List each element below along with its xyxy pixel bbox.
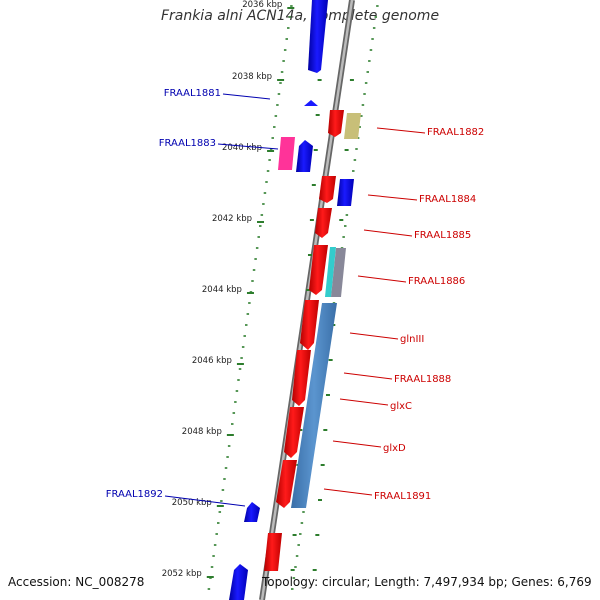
accession-label: Accession: NC_008278: [8, 575, 145, 589]
kbp-tick: 2052 kbp: [162, 569, 214, 579]
gene-label-glnIII[interactable]: glnIII: [400, 334, 424, 345]
topology-label: Topology: circular; Length: 7,497,934 bp…: [262, 575, 592, 589]
gene-label-FRAAL1892[interactable]: FRAAL1892: [106, 489, 163, 500]
kbp-tick: 2046 kbp: [192, 356, 244, 366]
gene-arrow-FRAAL1882b[interactable]: [344, 113, 361, 139]
gene-arrow-FRAAL1886a[interactable]: [309, 245, 328, 295]
kbp-tick-label: 2036 kbp: [242, 0, 282, 10]
gene-arrow-FRAAL1892[interactable]: [244, 502, 260, 522]
gene-arrow-FRAAL1883[interactable]: [296, 140, 313, 172]
kbp-tick: 2044 kbp: [202, 285, 254, 295]
gene-arrow-top-reverse[interactable]: [308, 0, 328, 73]
gene-label-glxD[interactable]: glxD: [383, 443, 406, 454]
gene-arrow-FRAAL1888-steel[interactable]: [291, 303, 337, 508]
kbp-tick-label: 2052 kbp: [162, 569, 202, 579]
gene-label-FRAAL1881[interactable]: FRAAL1881: [164, 88, 221, 99]
gene-arrow-FRAAL1884a[interactable]: [319, 176, 336, 203]
kbp-tick-label: 2048 kbp: [182, 427, 222, 437]
kbp-tick: 2042 kbp: [212, 214, 265, 224]
kbp-tick: 2050 kbp: [172, 498, 224, 508]
kbp-ticks: 2036 kbp 2038 kbp 2040 kbp 2042 kbp 2044 kbp…: [162, 0, 295, 579]
kbp-tick-label: 2040 kbp: [222, 143, 262, 153]
gene-label-FRAAL1891[interactable]: FRAAL1891: [374, 491, 431, 502]
gene-arrow-FRAAL1888[interactable]: [292, 350, 311, 406]
gene-label-FRAAL1882[interactable]: FRAAL1882: [427, 127, 484, 138]
kbp-tick: 2040 kbp: [222, 143, 275, 153]
gene-label-FRAAL1885[interactable]: FRAAL1885: [414, 230, 471, 241]
gene-label-FRAAL1884[interactable]: FRAAL1884: [419, 194, 476, 205]
gene-arrow-glxD[interactable]: [276, 460, 297, 508]
gene-label-FRAAL1883[interactable]: FRAAL1883: [159, 138, 216, 149]
gene-arrow-FRAAL1885[interactable]: [315, 208, 332, 238]
gene-label-FRAAL1888[interactable]: FRAAL1888: [394, 374, 451, 385]
gene-label-glxC[interactable]: glxC: [390, 401, 412, 412]
gene-labels: FRAAL1881 FRAAL1883 FRAAL1892 FRAAL1882 …: [106, 88, 484, 507]
kbp-tick-label: 2044 kbp: [202, 285, 242, 295]
kbp-tick-label: 2046 kbp: [192, 356, 232, 366]
gene-arrow-FRAAL1881[interactable]: [304, 100, 318, 106]
gene-features: [229, 0, 361, 600]
gene-arrow-FRAAL1886b[interactable]: [331, 248, 346, 297]
gene-arrow-FRAAL1893[interactable]: [264, 533, 282, 571]
kbp-tick: 2038 kbp: [232, 72, 285, 82]
gene-label-FRAAL1886[interactable]: FRAAL1886: [408, 276, 465, 287]
gene-arrow-glnIII[interactable]: [300, 300, 319, 350]
kbp-tick: 2036 kbp: [242, 0, 295, 10]
gene-arrow-FRAAL1882[interactable]: [328, 110, 344, 137]
map-title: Frankia alni ACN14a, complete genome: [160, 8, 440, 24]
kbp-tick-label: 2042 kbp: [212, 214, 252, 224]
kbp-tick-label: 2050 kbp: [172, 498, 212, 508]
gene-arrow-bottom-reverse[interactable]: [229, 564, 248, 600]
kbp-tick: 2048 kbp: [182, 427, 234, 437]
gene-arrow-FRAAL1884[interactable]: [337, 179, 354, 206]
gene-arrow-glxC[interactable]: [284, 407, 304, 458]
kbp-tick-label: 2038 kbp: [232, 72, 272, 82]
gene-arrow-FRAAL1883-pink[interactable]: [278, 137, 295, 170]
gene-arrow-FRAAL1886[interactable]: [325, 247, 336, 297]
